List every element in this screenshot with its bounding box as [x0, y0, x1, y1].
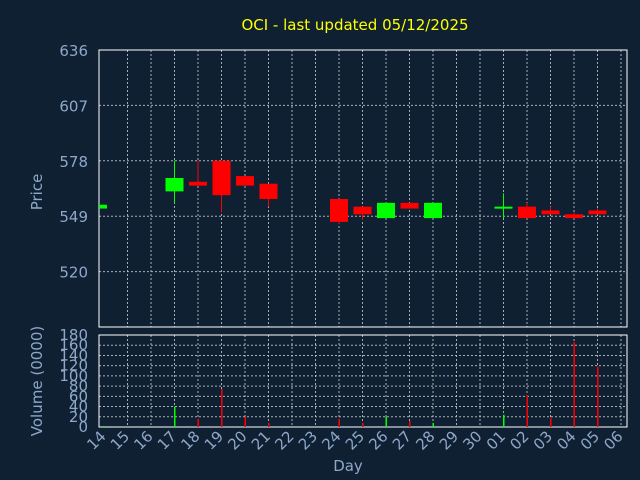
candle	[518, 202, 536, 219]
candle-body	[165, 177, 184, 192]
price-plot-frame	[98, 49, 628, 328]
price-y-tick-label: 607	[59, 97, 88, 115]
volume-bar	[409, 420, 411, 427]
candle-body	[189, 181, 207, 186]
volume-bar	[597, 366, 599, 427]
candle-body	[541, 210, 560, 215]
volume-bar	[550, 417, 552, 427]
volume-y-tick-label: 160	[59, 336, 88, 354]
candle	[424, 202, 442, 219]
volume-bar	[385, 416, 387, 427]
volume-axis-label: Volume (0000)	[28, 326, 46, 436]
price-axis-label: Price	[28, 174, 46, 211]
candle-body	[518, 206, 536, 219]
candle-body	[400, 202, 419, 209]
candle	[330, 199, 348, 224]
volume-bar	[197, 418, 199, 427]
volume-bar-series	[103, 342, 599, 427]
volume-bar	[244, 416, 246, 427]
candle	[541, 206, 560, 215]
candle-body	[212, 160, 231, 196]
volume-bar	[432, 422, 434, 427]
candle	[259, 183, 278, 207]
volume-bar	[221, 389, 223, 427]
candle	[165, 160, 184, 203]
x-axis-label: Day	[333, 457, 363, 475]
volume-bar	[338, 418, 340, 427]
volume-y-tick-label: 40	[69, 398, 88, 416]
x-tick-labels: 1415161718192021222324252627282930010203…	[83, 427, 626, 453]
price-y-tick-label: 520	[59, 264, 88, 282]
candle	[212, 160, 231, 213]
volume-bar	[362, 422, 364, 427]
candle-body	[424, 202, 442, 219]
chart-title: OCI - last updated 05/12/2025	[241, 16, 468, 34]
volume-bar	[268, 422, 270, 427]
candle-body	[588, 210, 607, 215]
candlestick-series	[99, 160, 607, 224]
candle	[565, 212, 583, 219]
volume-bar	[526, 395, 528, 427]
candle-body	[259, 183, 278, 200]
candle-body	[565, 214, 583, 219]
candle	[99, 204, 107, 209]
candle	[189, 160, 207, 186]
volume-bar	[503, 414, 505, 427]
volume-grid	[99, 335, 627, 427]
candle-body	[353, 206, 372, 215]
volume-y-tick-label: 180	[59, 326, 88, 344]
candle	[400, 202, 419, 209]
candle-body	[99, 204, 107, 209]
candle-body	[494, 206, 513, 209]
volume-y-tick-label: 100	[59, 367, 88, 385]
price-y-tick-label: 549	[59, 208, 88, 226]
volume-y-tick-label: 0	[78, 418, 88, 436]
candle-body	[377, 202, 395, 219]
volume-y-tick-label: 140	[59, 346, 88, 364]
volume-bar	[174, 406, 176, 427]
volume-y-tick-label: 120	[59, 357, 88, 375]
candle-body	[330, 199, 348, 222]
volume-y-tick-label: 60	[69, 387, 88, 405]
candle	[377, 202, 395, 219]
candle	[588, 208, 607, 215]
candle-body	[236, 176, 254, 186]
volume-bar	[103, 425, 105, 427]
volume-bar	[573, 342, 575, 427]
volume-y-tick-label: 20	[69, 408, 88, 426]
volume-y-tick-label: 80	[69, 377, 88, 395]
price-y-tick-labels: 636 607 578 549 520	[59, 42, 88, 282]
candle	[236, 176, 254, 186]
price-y-tick-label: 578	[59, 153, 88, 171]
candle	[353, 206, 372, 221]
candle	[494, 193, 513, 219]
price-y-tick-label: 636	[59, 42, 88, 60]
